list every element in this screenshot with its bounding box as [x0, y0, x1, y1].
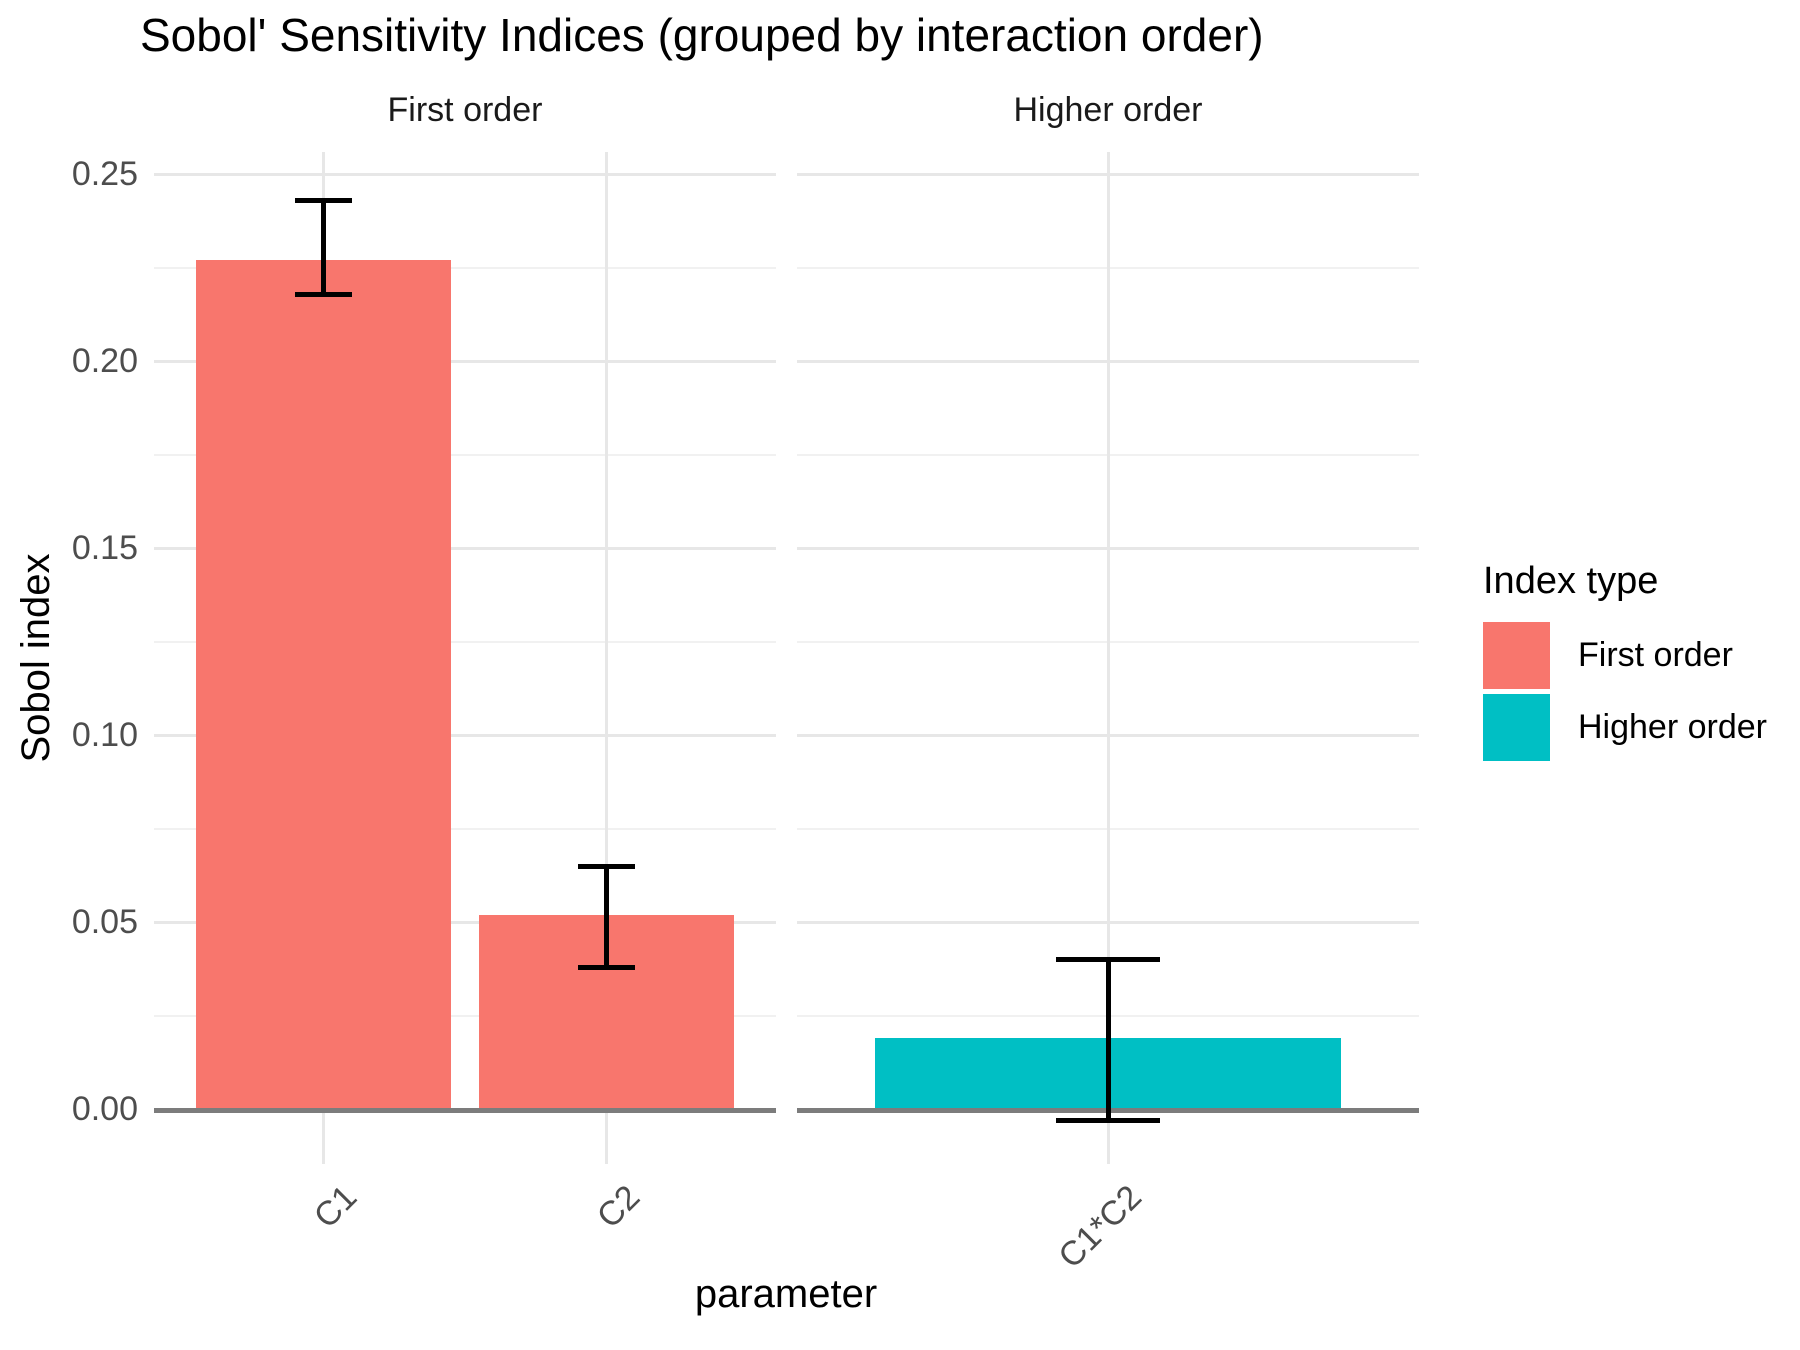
gridline-vertical-c1-c2 — [1106, 152, 1110, 1164]
x-tick-label-c2: C2 — [589, 1178, 648, 1236]
gridline-major — [154, 359, 776, 363]
errorbar-cap-bottom-c1 — [295, 291, 352, 297]
legend: Index type First order Higher order — [1483, 556, 1767, 766]
y-tick-label: 0.20 — [71, 342, 138, 380]
gridline-minor — [154, 827, 776, 830]
legend-title: Index type — [1483, 560, 1659, 602]
errorbar-cap-bottom-c1-c2 — [1056, 1118, 1160, 1124]
gridline-major — [154, 546, 776, 550]
errorbar-cap-bottom-c2 — [578, 964, 635, 970]
chart-title: Sobol' Sensitivity Indices (grouped by i… — [140, 9, 1264, 61]
x-tick-label-c1-c2: C1*C2 — [1051, 1178, 1149, 1276]
x-tick-label-c1: C1 — [306, 1178, 365, 1236]
y-tick-label: 0.25 — [71, 155, 138, 193]
x-axis-title: parameter — [694, 1272, 878, 1316]
bar-c1 — [196, 260, 451, 1109]
gridline-minor — [154, 453, 776, 456]
legend-label: First order — [1578, 636, 1733, 674]
errorbar-cap-top-c1 — [295, 198, 352, 204]
y-axis-title: Sobol index — [14, 553, 58, 763]
gridline-major — [154, 920, 776, 924]
y-tick-label: 0.15 — [71, 529, 138, 567]
errorbar-cap-top-c1-c2 — [1056, 957, 1160, 963]
legend-swatch-first-order — [1483, 622, 1550, 689]
legend-entries: First order Higher order — [1483, 622, 1767, 761]
gridline-minor — [154, 266, 776, 269]
errorbar-line-c2 — [603, 865, 609, 967]
gridline-minor — [154, 1014, 776, 1017]
facet-strip-label-higher-order: Higher order — [1013, 91, 1203, 129]
y-tick-label: 0.05 — [71, 903, 138, 941]
gridline-major — [154, 172, 776, 176]
legend-label: Higher order — [1578, 708, 1767, 746]
errorbar-cap-top-c2 — [578, 863, 635, 869]
legend-swatch-higher-order — [1483, 694, 1550, 761]
y-tick-label: 0.10 — [71, 716, 138, 754]
errorbar-line-c1 — [321, 200, 327, 294]
zero-axis-line — [154, 1108, 776, 1113]
errorbar-line-c1-c2 — [1105, 959, 1111, 1121]
gridline-major — [154, 733, 776, 737]
gridline-minor — [154, 640, 776, 643]
legend-entry-higher-order: Higher order — [1483, 694, 1767, 761]
y-tick-label: 0.00 — [71, 1090, 138, 1128]
legend-entry-first-order: First order — [1483, 622, 1767, 689]
facet-strip-label-first-order: First order — [387, 91, 543, 129]
gridline-vertical-c2 — [604, 152, 608, 1164]
